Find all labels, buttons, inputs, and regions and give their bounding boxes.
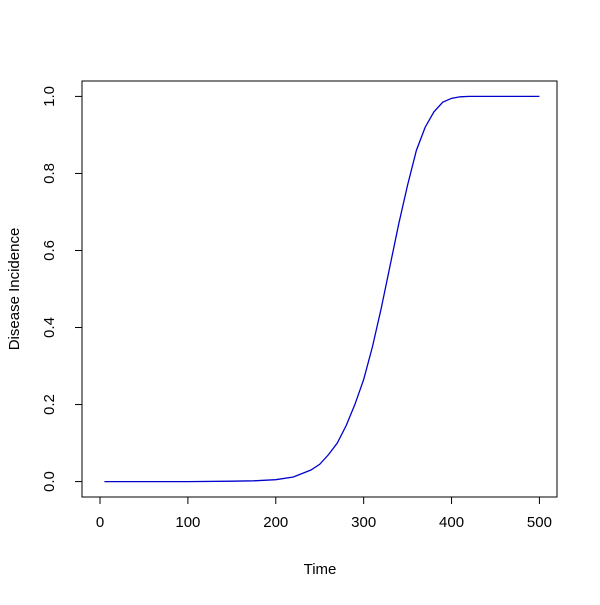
y-tick-label: 0.8	[41, 163, 58, 184]
x-tick-label: 0	[96, 514, 104, 531]
x-tick-label: 400	[439, 514, 464, 531]
plot-frame	[81, 80, 558, 498]
data-line	[104, 95, 540, 483]
y-tick-label: 0.4	[41, 317, 58, 338]
y-tick-label: 0.2	[41, 394, 58, 415]
y-tick-label: 0.6	[41, 240, 58, 261]
y-tick-label: 0.0	[41, 471, 58, 492]
x-tick-label: 100	[175, 514, 200, 531]
x-tick-label: 500	[527, 514, 552, 531]
x-tick-label: 200	[263, 514, 288, 531]
x-axis-label: Time	[304, 561, 337, 578]
y-axis-label: Disease Incidence	[6, 228, 23, 351]
x-tick-label: 300	[351, 514, 376, 531]
y-tick-label: 1.0	[41, 86, 58, 107]
